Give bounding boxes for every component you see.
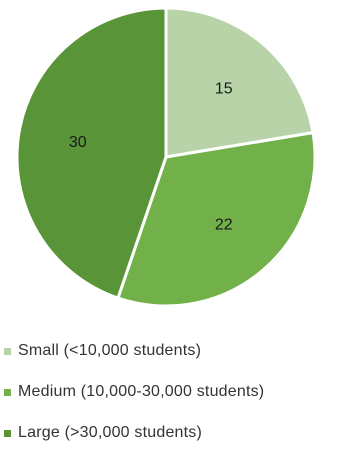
data-label-small: 15: [215, 80, 233, 97]
pie-slice-medium: [116, 131, 317, 308]
legend-item-medium: Medium (10,000-30,000 students): [4, 382, 264, 402]
pie-slice-large: [15, 6, 168, 300]
data-label-large: 30: [69, 134, 87, 151]
legend-swatch-large: [4, 429, 11, 437]
pie-slices: [15, 6, 317, 308]
legend-swatch-medium: [4, 388, 11, 396]
legend-label-large: Large (>30,000 students): [18, 424, 203, 441]
pie-slice-small: [164, 6, 315, 159]
data-label-medium: 22: [215, 217, 233, 234]
legend-label-medium: Medium (10,000-30,000 students): [18, 383, 265, 400]
pie-data-labels: 15 22 30: [69, 80, 233, 233]
legend-label-small: Small (<10,000 students): [18, 342, 202, 359]
legend: Small (<10,000 students) Medium (10,000-…: [4, 341, 264, 464]
legend-swatch-small: [4, 347, 11, 355]
legend-item-large: Large (>30,000 students): [4, 423, 264, 443]
legend-item-small: Small (<10,000 students): [4, 341, 264, 361]
